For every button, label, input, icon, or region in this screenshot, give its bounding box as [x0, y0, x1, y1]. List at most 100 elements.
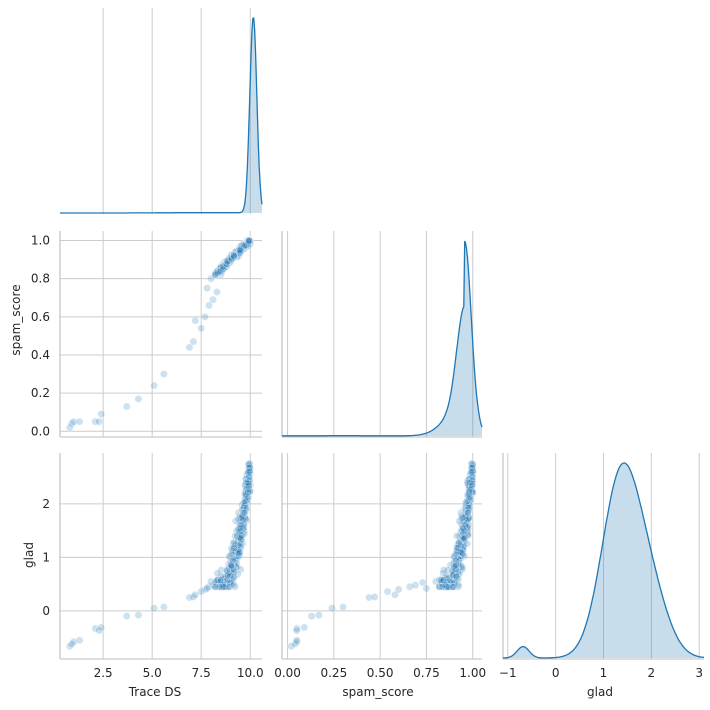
- td-gl-point: [239, 504, 247, 512]
- ss-gl-point: [465, 489, 474, 497]
- td-gl-point: [238, 511, 247, 520]
- ss-gl-point: [457, 535, 466, 544]
- td-ss-point: [219, 262, 227, 271]
- td-ss-point: [228, 254, 237, 262]
- td-gl-point: [235, 529, 244, 538]
- td-ss-point: [244, 239, 252, 248]
- td-ss-point: [244, 236, 252, 245]
- td-ss-point: [241, 239, 250, 248]
- ss-gl-point: [467, 474, 475, 482]
- td-ss-point: [243, 238, 252, 247]
- td-ss-point: [219, 265, 227, 274]
- ss-gl-point: [454, 548, 463, 556]
- ss-gl-point: [460, 526, 469, 535]
- td-gl-point: [244, 479, 252, 487]
- ss-gl-point: [459, 533, 468, 542]
- td-gl-point: [227, 569, 236, 578]
- td-ss-point: [239, 242, 248, 251]
- td-gl-point: [215, 580, 223, 589]
- td-gl-point: [213, 576, 222, 584]
- ss-gl-point: [459, 530, 468, 538]
- ss-gl-point: [465, 501, 474, 510]
- td-gl-point: [232, 532, 241, 541]
- td-gl-point: [227, 568, 236, 577]
- td-gl-point: [244, 476, 253, 485]
- td-gl-point: [234, 508, 243, 517]
- td-gl-point: [237, 512, 246, 521]
- glad-kde-line: [502, 462, 705, 659]
- spam-score-kde-line: [282, 240, 483, 437]
- td-ss-point: [233, 253, 241, 261]
- td-ss-point: [229, 253, 238, 262]
- td-ss-point: [220, 260, 229, 269]
- td-gl-point: [241, 490, 250, 499]
- ss-gl-point: [462, 513, 471, 522]
- td-ss-point: [234, 246, 243, 255]
- td-gl-point: [242, 483, 251, 491]
- ss-gl-point: [461, 516, 470, 524]
- td-ss-point: [233, 247, 242, 255]
- td-gl-point: [233, 547, 242, 556]
- td-gl-point: [243, 477, 252, 486]
- td-ss-point: [122, 402, 131, 411]
- spam-score-kde-fill: [282, 241, 482, 436]
- td-gl-point: [211, 582, 219, 591]
- td-ss-point: [197, 324, 206, 333]
- td-gl-point: [237, 531, 246, 540]
- td-gl-point: [242, 482, 251, 490]
- td-ss-point: [225, 255, 234, 264]
- td-ss-ytick-label: 0.4: [31, 348, 50, 362]
- trace-ds-kde-fill: [60, 18, 262, 213]
- td-gl-point: [245, 476, 254, 485]
- td-gl-point: [227, 569, 235, 578]
- td-gl-point: [214, 580, 223, 589]
- td-ss-point: [235, 247, 244, 256]
- ss-gl-point: [456, 561, 465, 570]
- td-gl-point: [235, 548, 244, 556]
- td-ss-point: [213, 268, 222, 277]
- ss-gl-point: [437, 576, 446, 585]
- td-ss-point: [240, 240, 249, 249]
- td-ss-point: [240, 242, 249, 251]
- td-gl-point: [240, 513, 249, 522]
- td-gl-point: [234, 545, 243, 554]
- ss-gl-point: [452, 572, 460, 580]
- td-gl-point: [234, 536, 243, 545]
- td-gl-point: [230, 554, 238, 562]
- td-gl-point: [217, 575, 226, 584]
- td-ss-point: [239, 240, 248, 249]
- td-ss-point: [244, 237, 253, 246]
- td-ss-point: [242, 240, 251, 249]
- ss-gl-point: [446, 579, 454, 588]
- td-gl-point: [245, 463, 254, 472]
- td-ss-point: [243, 239, 252, 248]
- td-gl-point: [221, 577, 230, 586]
- td-ss-point: [232, 249, 241, 257]
- td-ss-point: [235, 249, 244, 257]
- td-ss-point: [216, 263, 225, 272]
- td-gl-point: [231, 554, 240, 563]
- td-gl-point: [231, 555, 240, 564]
- td-ss-point: [223, 257, 232, 266]
- td-gl-ytick-label: 0: [42, 604, 50, 618]
- td-ss-point: [241, 241, 250, 250]
- td-gl-point: [239, 502, 248, 510]
- ss-gl-point: [468, 464, 476, 472]
- td-ss-point: [242, 239, 251, 248]
- td-ss-point: [226, 256, 235, 265]
- ss-gl-point: [455, 543, 464, 552]
- td-gl-point: [159, 603, 168, 611]
- ss-gl-point: [457, 549, 466, 558]
- td-gl-point: [237, 525, 246, 534]
- td-gl-point: [242, 475, 250, 483]
- ss-gl-point: [435, 575, 444, 584]
- ss-gl-point: [468, 469, 477, 477]
- td-ss-point: [217, 263, 226, 272]
- td-ss-point: [238, 243, 247, 251]
- td-ss-point: [235, 248, 244, 256]
- td-ss-point: [236, 246, 245, 255]
- ss-gl-point: [431, 577, 440, 586]
- ss-gl-point: [451, 567, 460, 576]
- ss-gl-point: [457, 550, 466, 558]
- td-gl-point: [239, 516, 248, 524]
